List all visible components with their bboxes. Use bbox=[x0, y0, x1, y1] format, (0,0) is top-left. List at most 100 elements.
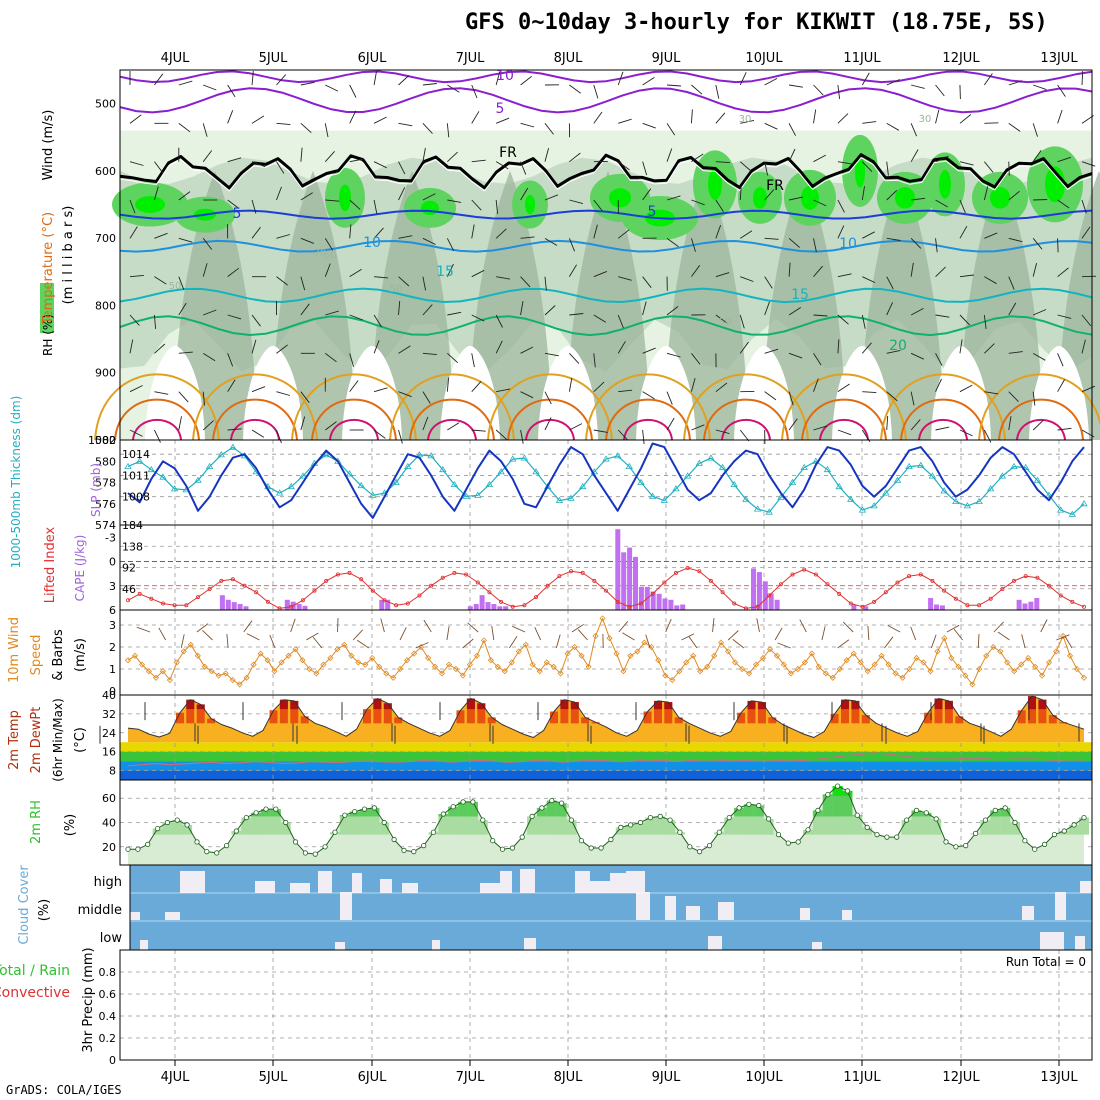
wind-barb bbox=[788, 418, 798, 431]
cloud-high-clear bbox=[380, 879, 392, 893]
wind-barb bbox=[715, 161, 730, 164]
wind-barb bbox=[861, 161, 873, 173]
cloud-mid-clear bbox=[1022, 906, 1034, 920]
rh-area-mid bbox=[1069, 824, 1080, 835]
wind10-marker bbox=[801, 659, 808, 666]
wind10-marker bbox=[543, 659, 550, 666]
wind10-barb bbox=[290, 618, 296, 633]
wind-barb bbox=[178, 276, 185, 290]
contour-label: 50 bbox=[324, 250, 337, 261]
wind-barb bbox=[666, 237, 679, 247]
wind10-marker bbox=[557, 670, 564, 677]
rh-marker bbox=[135, 846, 141, 852]
rh-area-mid bbox=[477, 820, 488, 835]
wind10-barb bbox=[665, 618, 672, 633]
day-label-bottom: 8JUL bbox=[554, 1070, 584, 1085]
wind10-marker bbox=[138, 661, 146, 668]
thickness-marker bbox=[287, 482, 295, 490]
temp-very-hot-fill bbox=[747, 700, 756, 710]
temp-contour-surface bbox=[605, 398, 691, 441]
wind10-marker bbox=[1025, 654, 1032, 662]
wind-barb bbox=[349, 268, 362, 278]
millibars-label: (m i l l i b a r s) bbox=[61, 206, 76, 305]
wind-barb bbox=[178, 351, 193, 354]
wind10-marker bbox=[362, 661, 369, 668]
lifted-index-label: Lifted Index bbox=[43, 526, 58, 603]
wind10-marker bbox=[759, 654, 767, 662]
rh-marker bbox=[844, 788, 851, 794]
wind-barb bbox=[813, 425, 828, 431]
wind10-barb bbox=[356, 639, 370, 649]
lifted-index-marker bbox=[394, 603, 399, 608]
thickness-tick-label: 574 bbox=[95, 519, 116, 532]
temp-very-hot-fill bbox=[664, 702, 673, 710]
temp-very-hot-fill bbox=[560, 699, 569, 710]
thickness-marker bbox=[1056, 506, 1065, 513]
wind-barb bbox=[618, 276, 632, 281]
temp-contour-surface bbox=[94, 373, 220, 441]
rh-marker bbox=[342, 812, 348, 818]
thickness-marker bbox=[1080, 500, 1088, 507]
thickness-marker bbox=[1021, 463, 1030, 470]
wind-barb bbox=[422, 83, 437, 86]
wind-barb bbox=[446, 377, 450, 392]
wind-barb bbox=[276, 74, 287, 86]
wind10-marker bbox=[376, 663, 383, 670]
lifted-index-marker bbox=[359, 577, 364, 582]
wind10-barb bbox=[884, 636, 894, 649]
wind-barb bbox=[276, 344, 288, 354]
wind10-line bbox=[127, 617, 1085, 685]
wind-barb bbox=[764, 348, 779, 354]
wind-barb bbox=[666, 123, 676, 136]
rh-marker bbox=[953, 844, 959, 850]
dewpoint-line bbox=[127, 752, 1085, 767]
rh-area-mid bbox=[251, 812, 262, 835]
rh-area-mid bbox=[901, 820, 912, 835]
temp-contour-surface bbox=[801, 398, 887, 441]
thickness-marker bbox=[963, 502, 972, 509]
wind-barb bbox=[691, 377, 696, 392]
wind-barb bbox=[1057, 427, 1072, 431]
rh-marker bbox=[529, 813, 535, 820]
precip-tick-label: 0.6 bbox=[99, 988, 117, 1001]
wind-barb bbox=[202, 420, 214, 431]
wind-barb bbox=[593, 224, 598, 239]
cape-bar bbox=[385, 599, 391, 610]
thickness-marker bbox=[660, 496, 669, 503]
cape-tick-label: 138 bbox=[122, 540, 143, 553]
rh-area-high bbox=[556, 803, 567, 817]
temp-tick-label: 24 bbox=[102, 727, 116, 740]
wind-barb bbox=[300, 276, 306, 291]
temp-hot-fill bbox=[1017, 710, 1026, 724]
pressure-tick-label: 900 bbox=[95, 367, 116, 380]
wind10-barb bbox=[688, 636, 698, 649]
wind-barb bbox=[398, 161, 406, 175]
thickness-marker bbox=[485, 480, 494, 487]
wind-barb bbox=[593, 353, 596, 368]
cape-bar bbox=[284, 599, 290, 610]
temp-contour-surface bbox=[427, 418, 477, 441]
temp-contour-surface bbox=[114, 398, 200, 441]
wind-barb bbox=[373, 161, 387, 169]
temp-hot-fill bbox=[466, 698, 475, 724]
wind-barb bbox=[544, 237, 558, 246]
wind-contour-5 bbox=[119, 87, 1093, 114]
lifted-index-marker bbox=[953, 596, 958, 601]
contour-label: FR bbox=[499, 145, 517, 161]
wind-barb bbox=[129, 226, 138, 239]
rh-marker bbox=[746, 801, 752, 807]
rh-very-moist-core bbox=[990, 187, 1010, 209]
temp-unit: (°C) bbox=[73, 727, 88, 753]
wind-barb bbox=[739, 72, 747, 86]
wind-barb bbox=[251, 226, 261, 239]
rh-area-mid bbox=[438, 814, 449, 835]
wind10-label-1: 10m Wind bbox=[7, 617, 22, 683]
wind-barb bbox=[861, 72, 870, 86]
wind-barb bbox=[1008, 302, 1017, 316]
wind-barb bbox=[764, 189, 775, 201]
rh2m-panel: 60 40 20 2m RH (%) bbox=[29, 779, 1093, 866]
thickness-tick-label: 576 bbox=[95, 498, 116, 511]
wind10-marker bbox=[899, 674, 906, 681]
rh-very-moist-core bbox=[708, 168, 722, 200]
wind10-barb bbox=[997, 631, 1010, 641]
